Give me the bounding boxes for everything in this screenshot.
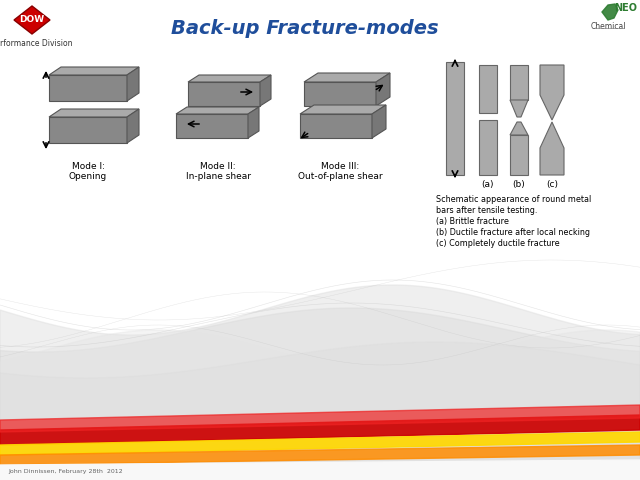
Polygon shape: [510, 122, 528, 135]
Text: bars after tensile testing.: bars after tensile testing.: [436, 206, 538, 215]
Text: Schematic appearance of round metal: Schematic appearance of round metal: [436, 195, 591, 204]
Polygon shape: [510, 65, 528, 100]
Polygon shape: [127, 67, 139, 101]
Polygon shape: [248, 107, 259, 138]
Polygon shape: [49, 109, 139, 117]
Text: (c): (c): [546, 180, 558, 189]
Polygon shape: [188, 82, 260, 106]
Text: Mode III:
Out-of-plane shear: Mode III: Out-of-plane shear: [298, 162, 382, 181]
Text: DOW: DOW: [19, 15, 45, 24]
Polygon shape: [479, 65, 497, 113]
Text: Performance Division: Performance Division: [0, 39, 73, 48]
Polygon shape: [300, 114, 372, 138]
Polygon shape: [260, 75, 271, 106]
Text: (b): (b): [513, 180, 525, 189]
Polygon shape: [14, 6, 50, 34]
Text: (a): (a): [482, 180, 494, 189]
Polygon shape: [510, 100, 528, 117]
Polygon shape: [304, 82, 376, 106]
Text: Mode I:
Opening: Mode I: Opening: [69, 162, 107, 181]
Polygon shape: [446, 62, 464, 175]
Text: John Dinnissen, February 28th  2012: John Dinnissen, February 28th 2012: [8, 469, 123, 475]
Polygon shape: [300, 105, 386, 114]
Polygon shape: [49, 75, 127, 101]
Polygon shape: [49, 67, 139, 75]
Text: NEO: NEO: [614, 3, 637, 13]
Text: Mode II:
In-plane shear: Mode II: In-plane shear: [186, 162, 250, 181]
Polygon shape: [176, 114, 248, 138]
Polygon shape: [188, 75, 271, 82]
Polygon shape: [49, 117, 127, 143]
Polygon shape: [540, 122, 564, 175]
Text: Chemical: Chemical: [590, 22, 626, 31]
Text: (c) Completely ductile fracture: (c) Completely ductile fracture: [436, 239, 559, 248]
Text: (b) Ductile fracture after local necking: (b) Ductile fracture after local necking: [436, 228, 590, 237]
Polygon shape: [510, 135, 528, 175]
Polygon shape: [176, 107, 259, 114]
Polygon shape: [127, 109, 139, 143]
Polygon shape: [540, 65, 564, 120]
Text: Back-up Fracture-modes: Back-up Fracture-modes: [171, 19, 439, 37]
Text: (a) Brittle fracture: (a) Brittle fracture: [436, 217, 509, 226]
Polygon shape: [376, 73, 390, 106]
Polygon shape: [602, 4, 618, 20]
Polygon shape: [479, 120, 497, 175]
Polygon shape: [372, 105, 386, 138]
Polygon shape: [304, 73, 390, 82]
